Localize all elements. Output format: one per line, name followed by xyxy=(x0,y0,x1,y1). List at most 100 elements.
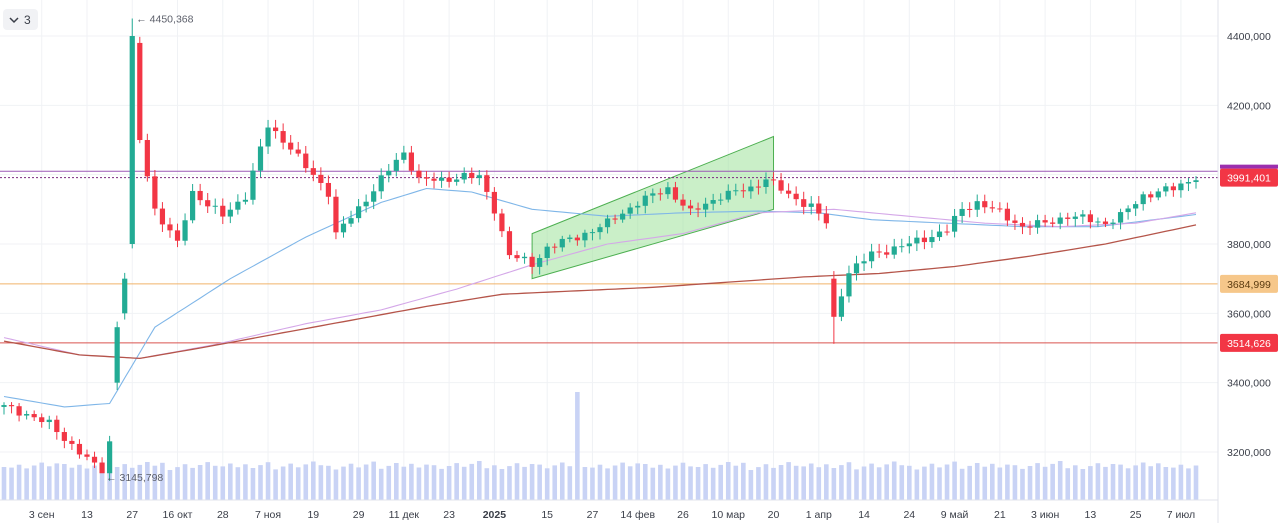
volume-bar xyxy=(763,464,769,500)
volume-bar xyxy=(446,466,452,500)
candle-body xyxy=(1050,222,1056,224)
price-tick-label: 3200,000 xyxy=(1227,447,1271,459)
candle-body xyxy=(174,230,181,241)
volume-bar xyxy=(1178,464,1184,500)
candle-body xyxy=(710,200,716,204)
volume-bar xyxy=(250,468,256,500)
volume-bar xyxy=(311,461,316,500)
candle-body xyxy=(853,263,860,274)
price-tags: 3991,401 3684,999 3514,626 xyxy=(1220,164,1278,352)
time-tick-label: 7 ноя xyxy=(255,509,281,521)
channel-area xyxy=(531,135,775,280)
volume-bar xyxy=(69,467,75,500)
ma-slow-line xyxy=(3,224,1197,360)
volume-bar xyxy=(658,464,663,500)
volume-bar xyxy=(46,466,52,500)
volume-bar xyxy=(476,461,482,500)
volume-bar xyxy=(431,465,437,500)
volume-bar xyxy=(1042,466,1048,500)
volume-bar xyxy=(1050,463,1055,500)
volume-bar xyxy=(552,465,558,500)
volume-bar xyxy=(605,468,610,500)
volume-bar xyxy=(265,462,271,500)
candle-body xyxy=(1102,221,1109,224)
candle-body xyxy=(1117,212,1124,223)
volume-bar xyxy=(876,467,882,500)
volume-bar xyxy=(627,466,633,500)
time-tick-label: 21 xyxy=(994,509,1006,521)
volume-bar xyxy=(499,469,505,500)
volume-bar xyxy=(650,467,656,500)
candle-body xyxy=(1095,221,1101,223)
volume-bar xyxy=(31,465,37,500)
candle-body xyxy=(484,175,490,192)
candle-body xyxy=(846,273,852,297)
candle-body xyxy=(469,172,475,179)
time-axis[interactable]: 3 сен 13 27 16 окт 28 7 ноя 19 29 11 дек 23 2025 15… xyxy=(0,499,1218,521)
volume-bar xyxy=(92,465,97,500)
candle-body xyxy=(1133,204,1139,209)
volume-bar xyxy=(793,465,799,500)
candle-body xyxy=(921,237,928,243)
price-tag-bg xyxy=(1220,168,1278,187)
legend-count: 3 xyxy=(24,12,31,27)
volume-bar xyxy=(1186,468,1191,500)
candle-body xyxy=(182,220,188,241)
candle-body xyxy=(107,441,113,474)
volume-bar xyxy=(378,468,384,500)
candle-body xyxy=(280,131,286,143)
time-tick-label: 24 xyxy=(903,509,915,521)
volume-bar xyxy=(16,464,22,500)
candle-body xyxy=(152,176,158,209)
volume-bar xyxy=(982,466,988,500)
volume-bar xyxy=(907,465,912,500)
candle-body xyxy=(514,255,520,259)
volume-bar xyxy=(167,470,173,500)
volume-bar xyxy=(1057,461,1063,500)
volume-bar xyxy=(341,466,346,500)
candle-body xyxy=(642,195,648,206)
volume-bar xyxy=(922,466,927,500)
volume-bar xyxy=(529,464,535,500)
candle-body xyxy=(1110,222,1116,224)
candle-body xyxy=(1125,208,1131,213)
volume-bar xyxy=(748,470,754,500)
candle-body xyxy=(1042,220,1048,223)
volume-bar xyxy=(725,462,731,500)
price-axis-bg xyxy=(1218,0,1280,523)
volume-bar xyxy=(733,465,739,500)
candle-body xyxy=(416,170,422,178)
candle-body xyxy=(61,432,67,441)
trend-channel[interactable] xyxy=(531,135,775,280)
volume-bar xyxy=(492,465,497,500)
candle-body xyxy=(54,419,60,433)
volume-bar xyxy=(1005,464,1010,500)
volume-bar xyxy=(786,462,791,500)
volume-bar xyxy=(54,463,60,500)
candle-body xyxy=(989,207,995,209)
candle-body xyxy=(944,231,950,233)
candle-body xyxy=(967,208,973,210)
volume-bar xyxy=(665,468,671,500)
horizontal-levels[interactable] xyxy=(0,170,1218,344)
candle-body xyxy=(1072,216,1078,219)
volume-bar xyxy=(394,463,399,500)
candle-body xyxy=(906,243,912,247)
candle-body xyxy=(295,149,301,154)
candle-body xyxy=(1004,208,1010,221)
price-axis[interactable]: 4400,0004200,0004000,0003800,0003600,000… xyxy=(1217,0,1280,523)
volume-bar xyxy=(937,467,942,500)
candle-body xyxy=(982,201,988,208)
candle-body xyxy=(823,213,829,224)
candle-body xyxy=(454,179,460,182)
legend-toggle-button[interactable]: 3 xyxy=(3,9,38,30)
volume-bar xyxy=(235,467,241,500)
candle-body xyxy=(838,296,845,317)
candle-body xyxy=(665,187,671,195)
volume-bar xyxy=(959,468,965,500)
grid xyxy=(0,0,1218,500)
candle-body xyxy=(205,200,211,207)
candlesticks[interactable] xyxy=(1,18,1199,481)
time-tick-label: 10 мар xyxy=(712,509,746,521)
